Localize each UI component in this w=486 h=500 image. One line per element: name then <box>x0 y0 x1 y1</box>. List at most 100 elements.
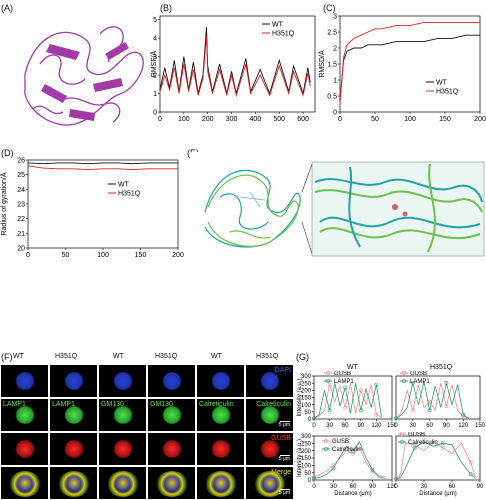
channel-label: Calreticulin <box>256 401 291 408</box>
series-line-1 <box>313 383 382 419</box>
y-axis-label: RMSD/Å <box>318 50 326 78</box>
x-axis-label: Distance (μm) <box>419 491 456 497</box>
x-tick-label: 0 <box>312 423 316 429</box>
series-point-1 <box>440 441 445 446</box>
x-tick-label: 0 <box>394 423 398 429</box>
cell-signal <box>162 406 182 424</box>
x-tick-label: 400 <box>250 116 262 123</box>
microscopy-grid: DAPI LAMP1 LAMP1 GM130 GM130 Calreticulin Calr… <box>0 364 294 500</box>
legend-label: GUSB <box>410 371 427 377</box>
y-tick-label: 2 <box>153 73 157 80</box>
y-axis-label: Intensity (a.u.) <box>297 378 303 416</box>
merge-signal <box>156 471 188 497</box>
line-profile-wt-lamp1: 0 30 60 90 120 150050100150200250300Intensity… <box>297 371 396 429</box>
micrograph-r0-c5: DAPI <box>245 364 294 398</box>
x-tick-label: 60 <box>449 484 456 490</box>
panel-label-g: (G) <box>296 352 309 362</box>
legend-marker <box>323 446 329 452</box>
micrograph-r1-c3: GM130 <box>147 398 196 432</box>
micrograph-r0-c1 <box>49 364 98 398</box>
panel-label-d: (D) <box>1 148 14 158</box>
legend-marker <box>323 438 329 444</box>
series-point-1 <box>394 416 398 421</box>
plot-frame <box>27 159 179 249</box>
y-tick-label: 0 <box>153 109 157 116</box>
y-axis-label: Intensity (a.u.) <box>297 439 303 477</box>
cell-signal <box>211 440 231 458</box>
y-tick-label: 24 <box>17 187 25 194</box>
superposed-structures-e <box>190 152 486 262</box>
x-tick-label: 90 <box>357 423 364 429</box>
micrograph-r3-c3 <box>147 466 196 500</box>
micrograph-r0-c0 <box>0 364 49 398</box>
channel-label: Merge <box>271 469 291 476</box>
g-col-title-h351q: H351Q <box>430 364 453 371</box>
x-tick-label: 0 <box>312 484 316 490</box>
line-profile-h351q-calreticulin: 0 30 60 90 Distance (μm) GUSB Calreticulin <box>394 432 484 497</box>
series-line-1 <box>339 21 480 103</box>
series-line-0 <box>395 383 469 419</box>
series-point-1 <box>343 385 348 390</box>
series-point-1 <box>327 408 332 413</box>
series-line-0 <box>27 162 178 165</box>
cell-signal <box>260 406 280 424</box>
x-tick-label: 150 <box>135 252 147 259</box>
y-tick-label: 250 <box>301 441 312 447</box>
y-tick-label: 23 <box>17 201 25 208</box>
series-line-0 <box>313 383 382 419</box>
legend-label: Calreticulin <box>408 440 438 446</box>
channel-label: DAPI <box>274 367 291 374</box>
micrograph-r1-c5: Calreticulin 5 μm <box>245 398 294 432</box>
x-tick-label: 30 <box>326 423 333 429</box>
series-line-0 <box>159 27 311 96</box>
legend-label: WT <box>118 181 130 188</box>
micrograph-r3-c2 <box>98 466 147 500</box>
series-point-0 <box>410 408 415 413</box>
panel-label-c: (C) <box>323 3 336 13</box>
y-tick-label: 250 <box>301 381 312 387</box>
series-point-0 <box>327 382 332 387</box>
x-tick-label: 100 <box>97 252 109 259</box>
micrograph-r1-c0: LAMP1 <box>0 398 49 432</box>
cell-signal <box>113 406 133 424</box>
y-axis-label: Radius of gyration/Å <box>0 172 8 235</box>
micrograph-r1-c4: Calreticulin <box>196 398 245 432</box>
x-tick-label: 30 <box>421 484 428 490</box>
merge-signal <box>107 471 139 497</box>
micrograph-r0-c2 <box>98 364 147 398</box>
merge-signal <box>9 471 41 497</box>
y-tick-label: 50 <box>304 471 311 477</box>
series-point-1 <box>370 467 375 472</box>
plot-frame <box>339 15 481 113</box>
y-tick-label: 3 <box>333 13 337 20</box>
y-tick-label: 50 <box>304 410 311 416</box>
rmsf-chart: 0 100 200 300 400 500 600 0 1 2 3 4 5 RMSF/Å WT H351Q <box>150 15 316 123</box>
plot-frame <box>159 15 316 113</box>
cell-signal <box>162 440 182 458</box>
series-point-1 <box>351 448 355 453</box>
cell-signal <box>211 372 231 390</box>
cell-signal <box>162 372 182 390</box>
x-tick-label: 200 <box>474 116 486 123</box>
x-tick-label: 60 <box>350 484 357 490</box>
y-tick-label: 22 <box>17 216 25 223</box>
legend-label: WT <box>436 79 448 86</box>
micrograph-r0-c3 <box>147 364 196 398</box>
series-point-0 <box>343 405 348 410</box>
col-header-wt-3: WT <box>211 353 222 360</box>
line-profile-h351q-lamp1: 0 30 60 90 120 150 GUSB LAMP1 <box>394 371 486 429</box>
col-header-wt-1: WT <box>13 353 24 360</box>
series-point-1 <box>410 381 415 386</box>
series-line-0 <box>313 447 386 478</box>
series-point-0 <box>468 460 473 465</box>
series-point-1 <box>412 445 417 450</box>
micrograph-r2-c0 <box>0 432 49 466</box>
y-tick-label: 1 <box>333 77 337 84</box>
y-tick-label: 0.5 <box>327 93 337 100</box>
y-tick-label: 100 <box>301 403 312 409</box>
y-tick-label: 0 <box>333 109 337 116</box>
x-tick-label: 300 <box>226 116 238 123</box>
col-header-h351q-3: H351Q <box>256 353 279 360</box>
y-tick-label: 21 <box>17 231 25 238</box>
